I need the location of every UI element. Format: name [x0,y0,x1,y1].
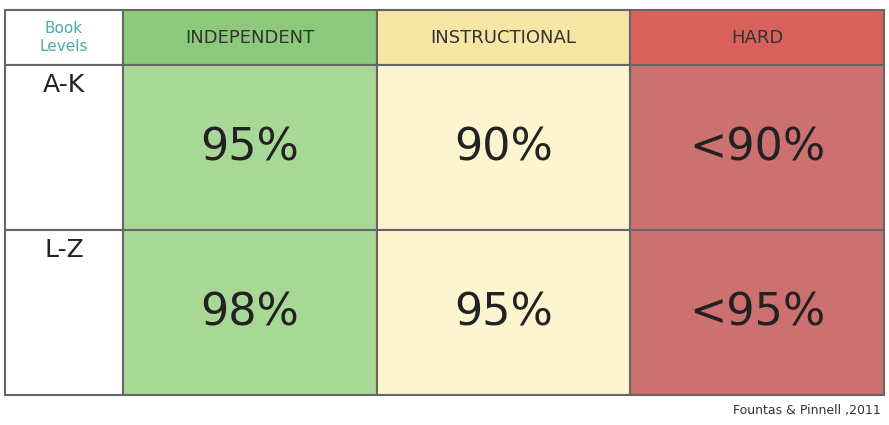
Bar [377,10,630,65]
Text: Book
Levels: Book Levels [40,21,88,54]
Bar [123,10,377,65]
Text: Fountas & Pinnell ,2011: Fountas & Pinnell ,2011 [733,404,881,417]
Bar [377,230,630,395]
Text: 95%: 95% [200,126,300,169]
Text: 90%: 90% [454,126,553,169]
Bar [5,65,123,230]
Bar [630,10,884,65]
Text: <90%: <90% [689,126,825,169]
Text: INDEPENDENT: INDEPENDENT [185,28,315,46]
Text: 98%: 98% [200,291,300,334]
Bar [123,230,377,395]
Bar [630,230,884,395]
Text: INSTRUCTIONAL: INSTRUCTIONAL [430,28,576,46]
Text: L-Z: L-Z [44,238,84,262]
Bar [5,230,123,395]
Text: 95%: 95% [454,291,553,334]
Text: <95%: <95% [689,291,825,334]
Bar [377,65,630,230]
Text: HARD: HARD [731,28,783,46]
Bar [630,65,884,230]
Bar [123,65,377,230]
Bar [5,10,123,65]
Text: A-K: A-K [43,73,85,97]
